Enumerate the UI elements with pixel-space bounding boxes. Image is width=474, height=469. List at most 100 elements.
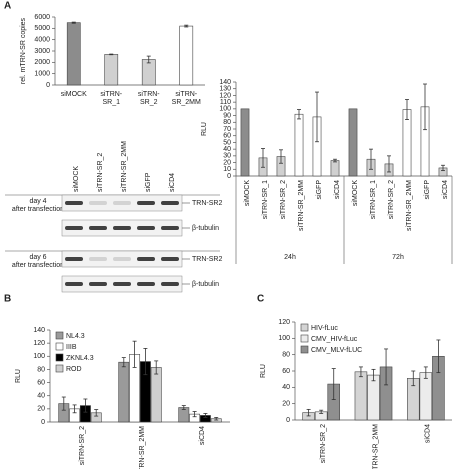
bar	[66, 22, 81, 86]
y-axis-label: RLU	[260, 364, 267, 378]
legend-label: CMV_HIV-fLuc	[311, 336, 358, 343]
y-tick-label: 1000	[34, 71, 50, 78]
panel-letter: B	[4, 294, 11, 305]
text-line: SR_1	[102, 99, 120, 106]
row-label: day 4	[29, 198, 46, 205]
x-tick-label: siTRN-SR_2MM	[139, 426, 146, 469]
y-tick-label: 100	[33, 353, 45, 360]
bar	[118, 361, 130, 423]
blot-band	[89, 257, 107, 261]
y-tick-label: 80	[282, 352, 290, 359]
text-line: siTRN-	[100, 91, 122, 98]
bar	[367, 374, 380, 421]
marker-label: TRN-SR2	[192, 200, 222, 207]
y-tick-label: 140	[219, 79, 231, 86]
legend-swatch	[55, 342, 64, 351]
y-tick-label: 80	[37, 366, 45, 373]
bar	[104, 54, 119, 86]
bar	[179, 25, 194, 86]
y-tick-label: 60	[37, 379, 45, 386]
x-tick-label: siTRN-SR_2	[388, 180, 395, 219]
x-tick-label: siMOCK	[61, 91, 87, 98]
blot-band	[65, 257, 83, 261]
x-tick-label: siCD4	[425, 424, 432, 443]
y-tick-label: 100	[219, 106, 231, 113]
x-tick-label: siTRN-SR_1	[370, 180, 377, 219]
panel-letter: C	[257, 294, 264, 305]
blot-band	[137, 201, 155, 205]
x-tick-label: siGFP	[424, 180, 431, 200]
y-tick-label: 140	[33, 327, 45, 334]
blot-band	[89, 201, 107, 205]
legend-swatch	[300, 345, 309, 354]
bar	[150, 367, 162, 423]
blot-band	[161, 257, 179, 261]
x-tick-label: siGFP	[316, 180, 323, 200]
x-tick-label: siTRN-SR_2MM	[298, 180, 305, 231]
blot-band	[113, 282, 131, 286]
legend-label: ZKNL4.3	[66, 355, 94, 362]
y-tick-label: 130	[219, 86, 231, 93]
marker-label: β-tubulin	[192, 225, 219, 232]
y-tick-label: 60	[282, 368, 290, 375]
legend-label: IIIB	[66, 344, 77, 351]
y-tick-label: 3000	[34, 48, 50, 55]
y-tick-label: 0	[41, 419, 45, 426]
lane-label: siTRN-SR_2MM	[121, 141, 128, 192]
text-line: SR_2MM	[172, 99, 201, 106]
panel-letter: A	[4, 1, 11, 12]
y-tick-label: 0	[46, 82, 50, 89]
y-tick-label: 0	[286, 417, 290, 424]
y-tick-label: 2000	[34, 59, 50, 66]
text-line: siTRN-	[175, 91, 197, 98]
y-tick-label: 90	[223, 112, 231, 119]
lane-label: siCD4	[169, 173, 176, 192]
x-tick-label: siTRN-SR_2MM	[372, 424, 379, 469]
lane-label: siTRN-SR_2	[97, 153, 104, 192]
y-tick-label: 40	[282, 384, 290, 391]
bar	[141, 59, 156, 86]
row-label: day 6	[29, 254, 46, 261]
y-tick-label: 40	[223, 146, 231, 153]
x-tick-label: siTRN-SR_2	[320, 424, 327, 463]
blot-band	[113, 201, 131, 205]
y-tick-label: 60	[223, 133, 231, 140]
x-tick-label: siTRN-SR_2	[280, 180, 287, 219]
blot-band	[137, 226, 155, 230]
blot-band	[65, 282, 83, 286]
blot-band	[89, 282, 107, 286]
lane-label: siGFP	[145, 172, 152, 192]
y-tick-label: 0	[227, 173, 231, 180]
legend-label: CMV_MLV-fLUC	[311, 347, 362, 354]
blot-band	[161, 201, 179, 205]
legend-swatch	[55, 364, 64, 373]
blot-band	[161, 282, 179, 286]
x-tick-label: siTRN-SR_1	[100, 91, 122, 106]
y-axis-label: RLU	[201, 122, 208, 136]
y-axis-label: rel. mTRN-SR copies	[20, 17, 27, 84]
y-tick-label: 6000	[34, 14, 50, 21]
group-label: 72h	[392, 254, 404, 261]
y-axis-label: RLU	[15, 369, 22, 383]
x-tick-label: siMOCK	[352, 180, 359, 206]
blot-band	[65, 226, 83, 230]
y-tick-label: 20	[223, 159, 231, 166]
x-tick-label: siCD4	[334, 180, 341, 199]
y-tick-label: 5000	[34, 25, 50, 32]
blot-band	[113, 257, 131, 261]
text-line: siMOCK	[61, 91, 87, 98]
blot-band	[113, 226, 131, 230]
blot-band	[89, 226, 107, 230]
y-tick-label: 10	[223, 166, 231, 173]
bar	[294, 113, 304, 177]
bar	[330, 160, 340, 177]
blot-band	[137, 257, 155, 261]
y-tick-label: 100	[278, 335, 290, 342]
group-label: 24h	[284, 254, 296, 261]
y-tick-label: 20	[37, 406, 45, 413]
legend-label: NL4.3	[66, 333, 85, 340]
legend-swatch	[300, 323, 309, 332]
text-line: siTRN-	[138, 91, 160, 98]
y-tick-label: 120	[33, 340, 45, 347]
